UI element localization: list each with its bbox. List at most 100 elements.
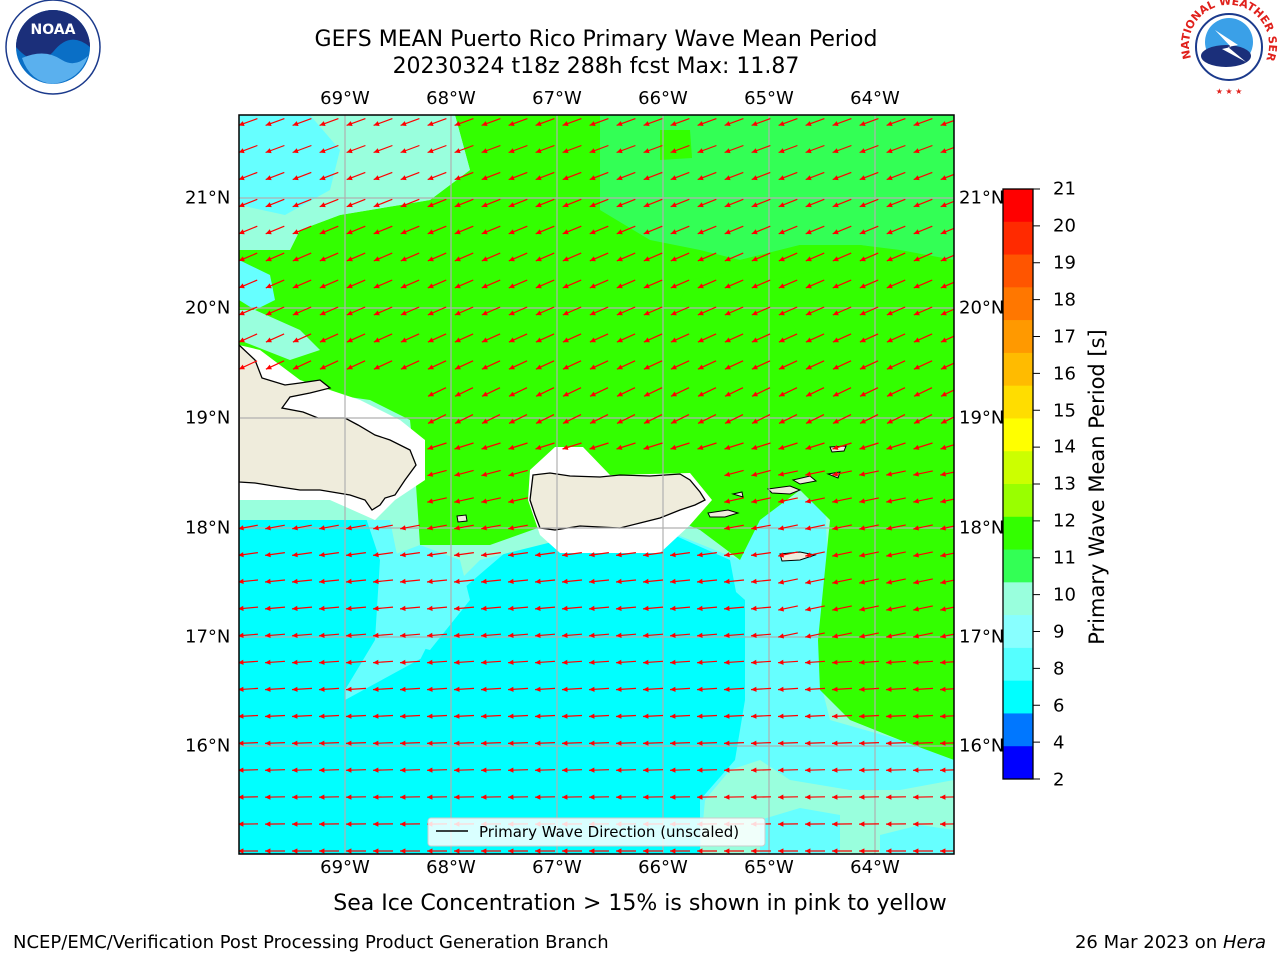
direction-arrow-head	[239, 310, 245, 316]
direction-arrow-head	[346, 337, 353, 343]
direction-arrow-head	[724, 848, 730, 854]
direction-arrow-head	[373, 310, 380, 316]
direction-arrow-head	[616, 848, 622, 854]
colorbar-tick: 15	[1053, 400, 1076, 422]
direction-arrow-head	[670, 794, 676, 800]
direction-arrow-head	[859, 579, 865, 585]
direction-arrow-head	[725, 391, 731, 397]
direction-arrow-head	[752, 418, 758, 424]
direction-arrow-head	[859, 498, 865, 504]
direction-arrow-head	[454, 578, 460, 584]
direction-arrow-head	[589, 283, 596, 289]
direction-arrow-head	[724, 471, 731, 477]
direction-arrow-head	[670, 121, 677, 126]
colorbar-segment	[1003, 582, 1033, 616]
direction-arrow-head	[481, 659, 487, 665]
direction-arrow-head	[400, 713, 406, 719]
direction-arrow-head	[616, 659, 622, 665]
direction-arrow-head	[832, 740, 838, 746]
direction-arrow-head	[265, 632, 271, 638]
direction-arrow-head	[859, 848, 865, 854]
direction-arrow-head	[616, 794, 622, 800]
direction-arrow-head	[239, 121, 245, 126]
direction-arrow-head	[724, 202, 731, 208]
lat-label-left: 16°N	[185, 735, 231, 757]
direction-arrow-head	[724, 525, 730, 531]
direction-arrow-head	[589, 175, 596, 181]
direction-arrow-head	[319, 794, 325, 800]
direction-arrow-head	[697, 686, 703, 692]
direction-arrow-head	[779, 418, 785, 424]
direction-arrow-head	[859, 175, 866, 181]
direction-arrow-head	[562, 175, 569, 181]
direction-arrow-head	[697, 310, 704, 316]
direction-arrow-head	[400, 821, 406, 827]
direction-arrow-head	[265, 148, 272, 154]
direction-arrow-head	[427, 175, 434, 181]
direction-arrow-head	[886, 659, 892, 665]
direction-arrow-head	[400, 578, 406, 584]
direction-arrow-head	[346, 552, 352, 558]
colorbar-segment	[1003, 680, 1033, 714]
direction-arrow-head	[319, 202, 326, 208]
direction-arrow-head	[670, 659, 676, 665]
lat-label-left: 17°N	[185, 626, 231, 648]
direction-arrow-head	[508, 740, 514, 746]
direction-arrow-head	[886, 579, 892, 585]
direction-arrow-head	[427, 794, 433, 800]
lon-label-top: 65°W	[744, 88, 794, 109]
direction-arrow-head	[346, 605, 352, 611]
direction-arrow-head	[670, 364, 677, 370]
direction-arrow-head	[697, 767, 703, 773]
colorbar-segment	[1003, 451, 1033, 485]
direction-arrow-head	[589, 256, 596, 262]
colorbar-tick: 21	[1053, 178, 1076, 200]
direction-arrow-head	[239, 148, 245, 154]
direction-arrow-head	[400, 310, 407, 316]
direction-arrow-head	[859, 202, 866, 208]
direction-arrow-head	[616, 202, 623, 208]
direction-arrow-head	[670, 632, 676, 638]
direction-arrow-head	[643, 229, 650, 235]
direction-arrow-head	[778, 229, 785, 235]
direction-arrow-head	[832, 767, 838, 773]
direction-arrow-head	[400, 148, 407, 154]
direction-arrow-head	[832, 175, 839, 181]
direction-arrow-head	[913, 175, 920, 181]
direction-arrow-head	[292, 794, 298, 800]
colorbar-segment	[1003, 746, 1033, 780]
direction-arrow-head	[265, 310, 272, 316]
direction-arrow-head	[427, 713, 433, 719]
direction-arrow-head	[805, 444, 812, 450]
direction-arrow-head	[239, 229, 245, 235]
direction-arrow-head	[373, 794, 379, 800]
direction-arrow-head	[265, 605, 271, 611]
direction-arrow-head	[454, 148, 461, 154]
direction-arrow-head	[589, 364, 596, 370]
direction-arrow-head	[643, 148, 650, 154]
direction-arrow-head	[805, 364, 812, 370]
direction-arrow-head	[292, 686, 298, 692]
colorbar-tick: 16	[1053, 363, 1076, 385]
direction-arrow-head	[265, 283, 272, 289]
direction-arrow-head	[724, 256, 731, 262]
direction-arrow-head	[616, 444, 623, 450]
direction-arrow-head	[940, 202, 947, 208]
direction-arrow-head	[670, 202, 677, 208]
direction-arrow-head	[509, 418, 515, 424]
direction-arrow-head	[562, 686, 568, 692]
direction-arrow-head	[832, 525, 838, 531]
direction-arrow-head	[481, 283, 488, 289]
direction-arrow-head	[886, 229, 893, 235]
colorbar-tick: 19	[1053, 252, 1076, 274]
direction-arrow-head	[373, 686, 379, 692]
direction-arrow-head	[670, 283, 677, 289]
direction-arrow-head	[698, 418, 704, 424]
lat-label-right: 21°N	[959, 187, 1005, 209]
direction-arrow-head	[805, 686, 811, 692]
direction-arrow-head	[562, 229, 569, 235]
direction-arrow-head	[373, 121, 380, 126]
direction-arrow-head	[724, 605, 730, 611]
direction-arrow-head	[292, 121, 299, 126]
direction-arrow-head	[508, 794, 514, 800]
